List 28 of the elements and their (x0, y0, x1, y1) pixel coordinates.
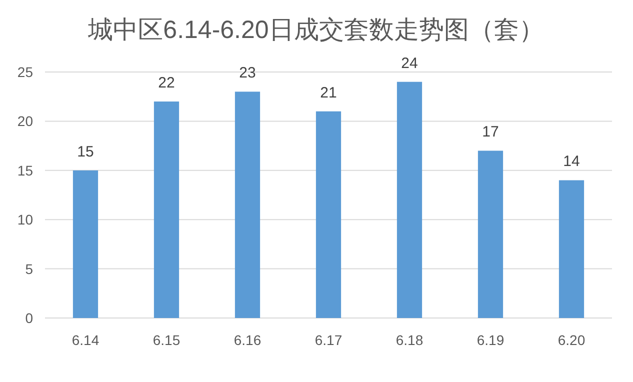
bar (396, 82, 422, 318)
y-tick-label: 15 (17, 162, 34, 178)
data-label: 14 (563, 153, 580, 170)
bar (72, 170, 98, 318)
chart-title: 城中区6.14-6.20日成交套数走势图（套） (87, 16, 544, 44)
bar (234, 92, 260, 318)
x-tick-label: 6.19 (476, 332, 504, 348)
data-label: 23 (239, 64, 256, 82)
y-tick-label: 10 (17, 212, 34, 228)
bar (316, 111, 342, 318)
x-tick-label: 6.17 (314, 332, 342, 348)
x-tick-label: 6.14 (72, 332, 100, 348)
y-tick-label: 25 (17, 64, 34, 80)
bar (154, 102, 180, 318)
data-label: 22 (158, 74, 175, 92)
x-tick-label: 6.15 (152, 332, 180, 348)
y-tick-label: 5 (25, 260, 34, 277)
data-label: 15 (77, 143, 94, 160)
x-tick-label: 6.20 (558, 332, 586, 348)
data-label: 17 (482, 124, 499, 141)
y-tick-label: 0 (25, 310, 34, 326)
y-tick-label: 20 (17, 113, 34, 130)
bar (478, 150, 504, 318)
bar (558, 180, 584, 318)
data-label: 21 (320, 84, 337, 102)
data-label: 24 (401, 54, 418, 72)
x-tick-label: 6.18 (396, 332, 424, 348)
x-tick-label: 6.16 (234, 332, 262, 348)
